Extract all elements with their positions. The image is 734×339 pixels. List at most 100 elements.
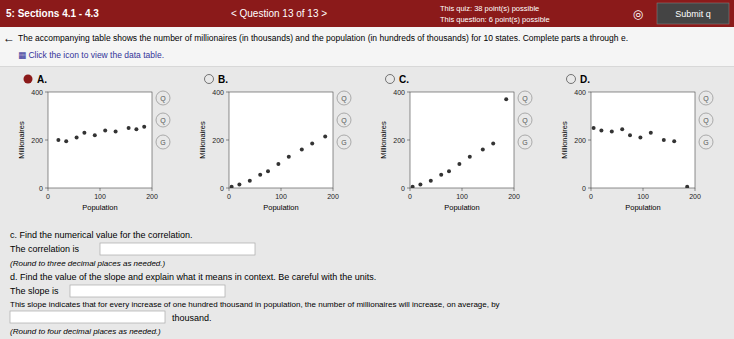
tool-icon-label[interactable]: G <box>341 139 346 146</box>
tool-icon[interactable] <box>156 135 170 149</box>
x-tick <box>333 188 334 191</box>
x-tick-label: 100 <box>456 193 468 200</box>
back-arrow[interactable]: ← <box>3 31 15 45</box>
scatter-chart: C.01002000200400PopulationMillionairesQQ… <box>379 74 532 212</box>
tool-icon[interactable] <box>337 135 351 149</box>
point <box>258 173 262 177</box>
y-tick <box>226 188 229 189</box>
point <box>649 131 653 135</box>
radio-button[interactable] <box>24 75 33 84</box>
x-tick-label: 100 <box>637 193 649 200</box>
submit-label[interactable]: Submit q <box>675 9 711 19</box>
separator <box>0 66 734 67</box>
plot-frame <box>410 92 514 188</box>
y-tick <box>588 92 591 93</box>
y-tick-label: 400 <box>212 89 224 96</box>
y-tick-label: 200 <box>212 137 224 144</box>
chart-title: B. <box>218 74 228 85</box>
points <box>592 126 690 188</box>
round-note: (Round to four decimal places as needed.… <box>10 327 161 336</box>
tool-icon[interactable] <box>518 91 532 105</box>
section-label: 5: Sections 4.1 - 4.3 <box>6 8 99 19</box>
point <box>504 97 508 101</box>
slope-explanation: This slope indicates that for every incr… <box>10 300 500 309</box>
page: 5: Sections 4.1 - 4.3 < Question 13 of 13… <box>0 0 734 339</box>
x-tick <box>643 188 644 191</box>
y-tick-label: 200 <box>393 137 405 144</box>
x-tick <box>152 188 153 191</box>
y-tick-label: 400 <box>31 89 43 96</box>
point <box>411 185 415 188</box>
point <box>439 173 443 177</box>
tool-icon-label[interactable]: Q <box>341 117 347 125</box>
y-tick <box>45 188 48 189</box>
tool-icon-label[interactable]: G <box>522 139 527 146</box>
tool-icon-label[interactable]: G <box>160 139 165 146</box>
click-text[interactable]: ▦ Click the icon to view the data table. <box>18 50 164 60</box>
radio-button[interactable] <box>205 75 214 84</box>
x-axis-label: Population <box>263 203 298 212</box>
tool-icon-label[interactable]: Q <box>703 95 709 103</box>
y-tick-label: 400 <box>393 89 405 96</box>
tool-icon-label[interactable]: Q <box>341 95 347 103</box>
tool-icon[interactable] <box>337 113 351 127</box>
point <box>662 138 666 142</box>
tool-icon-label[interactable]: Q <box>522 117 528 125</box>
point <box>672 139 676 143</box>
tool-icon[interactable] <box>156 91 170 105</box>
y-tick-label: 400 <box>574 89 586 96</box>
settings-icon[interactable]: ◎ <box>633 7 643 21</box>
x-tick-label: 0 <box>46 193 50 200</box>
point <box>82 131 86 135</box>
y-tick <box>588 140 591 141</box>
tool-icon[interactable] <box>699 91 713 105</box>
point <box>75 136 79 140</box>
radio-button[interactable] <box>567 75 576 84</box>
tool-icon[interactable] <box>156 113 170 127</box>
point <box>468 155 472 159</box>
submit-button[interactable] <box>657 3 729 24</box>
tool-icon-label[interactable]: Q <box>522 95 528 103</box>
y-tick <box>407 92 410 93</box>
scatter-chart: B.01002000200400PopulationMillionairesQQ… <box>198 74 351 212</box>
points <box>230 134 328 188</box>
questions: c. Find the numerical value for the corr… <box>10 230 500 336</box>
point <box>114 130 118 134</box>
point <box>237 182 241 186</box>
x-tick-label: 200 <box>146 193 158 200</box>
page-background <box>0 0 734 339</box>
answer-box[interactable] <box>10 311 165 323</box>
tool-icon-label[interactable]: Q <box>160 95 166 103</box>
tool-icon[interactable] <box>518 135 532 149</box>
x-tick <box>281 188 282 191</box>
x-tick <box>462 188 463 191</box>
tool-icon-label[interactable]: Q <box>703 117 709 125</box>
y-tick-label: 0 <box>220 185 224 192</box>
tool-icon[interactable] <box>699 113 713 127</box>
point <box>142 125 146 129</box>
tool-icon[interactable] <box>337 91 351 105</box>
radio-button[interactable] <box>386 75 395 84</box>
x-tick <box>48 188 49 191</box>
point <box>610 130 614 134</box>
tool-icon[interactable] <box>699 135 713 149</box>
point <box>248 179 252 183</box>
header-bar <box>0 0 734 27</box>
tool-icon-label[interactable]: Q <box>160 117 166 125</box>
x-tick <box>514 188 515 191</box>
answer-box[interactable] <box>100 243 255 255</box>
tool-icon-label[interactable]: G <box>703 139 708 146</box>
info-bar <box>0 27 734 67</box>
y-tick <box>407 140 410 141</box>
y-axis-label: Millionaires <box>379 121 388 159</box>
point <box>266 169 270 173</box>
point <box>310 142 314 146</box>
tool-icon[interactable] <box>518 113 532 127</box>
point <box>230 185 234 188</box>
question-label[interactable]: < Question 13 of 13 > <box>231 8 327 19</box>
answer-box[interactable] <box>70 285 225 297</box>
x-tick <box>695 188 696 191</box>
x-tick-label: 200 <box>689 193 701 200</box>
y-tick <box>45 140 48 141</box>
y-tick <box>45 92 48 93</box>
